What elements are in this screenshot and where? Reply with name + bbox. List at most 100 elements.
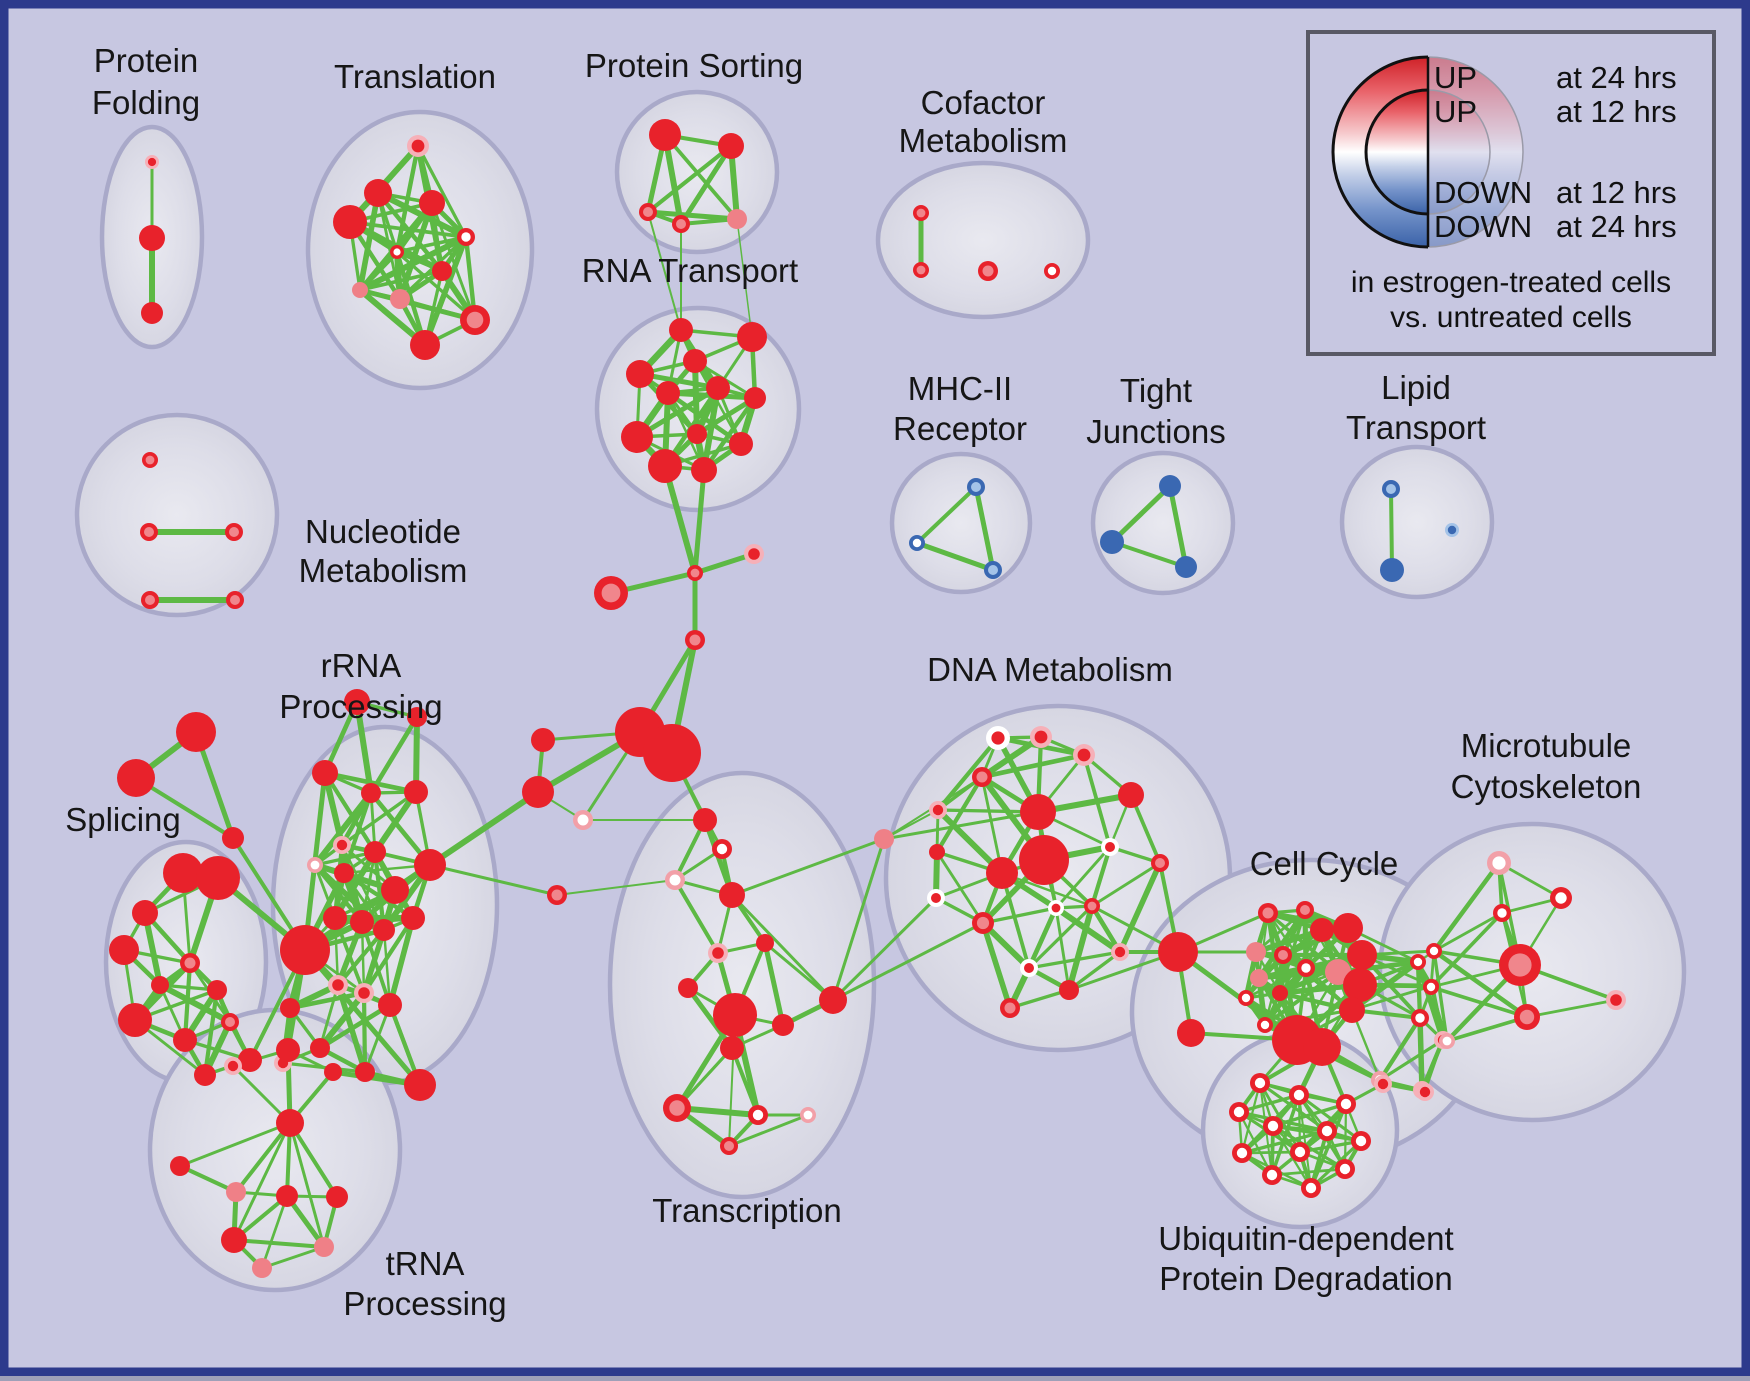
gene-node[interactable] (913, 262, 929, 278)
gene-node[interactable] (226, 591, 244, 609)
gene-node[interactable] (333, 836, 351, 854)
gene-node[interactable] (648, 449, 682, 483)
gene-node[interactable] (713, 993, 757, 1037)
gene-node[interactable] (364, 179, 392, 207)
gene-node[interactable] (151, 976, 169, 994)
gene-node[interactable] (141, 302, 163, 324)
gene-node[interactable] (1257, 1017, 1273, 1033)
gene-node[interactable] (720, 1036, 744, 1060)
gene-node[interactable] (800, 1107, 816, 1123)
gene-node[interactable] (719, 882, 745, 908)
gene-node[interactable] (314, 1237, 334, 1257)
gene-node[interactable] (280, 925, 330, 975)
gene-node[interactable] (410, 330, 440, 360)
gene-node[interactable] (1382, 480, 1400, 498)
gene-node[interactable] (1333, 913, 1363, 943)
gene-node[interactable] (117, 759, 155, 797)
gene-node[interactable] (1100, 530, 1124, 554)
gene-node[interactable] (1423, 979, 1439, 995)
gene-node[interactable] (748, 1105, 768, 1125)
gene-node[interactable] (141, 591, 159, 609)
gene-node[interactable] (744, 544, 764, 564)
gene-node[interactable] (333, 205, 367, 239)
gene-node[interactable] (390, 289, 410, 309)
gene-node[interactable] (1232, 1143, 1252, 1163)
gene-node[interactable] (221, 1013, 239, 1031)
gene-node[interactable] (401, 906, 425, 930)
gene-node[interactable] (344, 689, 370, 715)
gene-node[interactable] (727, 209, 747, 229)
gene-node[interactable] (531, 728, 555, 752)
gene-node[interactable] (173, 1028, 197, 1052)
gene-node[interactable] (929, 844, 945, 860)
gene-node[interactable] (1487, 851, 1511, 875)
gene-node[interactable] (132, 900, 158, 926)
gene-node[interactable] (326, 1186, 348, 1208)
gene-node[interactable] (140, 523, 158, 541)
gene-node[interactable] (594, 576, 628, 610)
gene-node[interactable] (708, 943, 728, 963)
gene-node[interactable] (222, 827, 244, 849)
gene-node[interactable] (522, 776, 554, 808)
gene-node[interactable] (1416, 1083, 1434, 1101)
gene-node[interactable] (196, 856, 240, 900)
gene-node[interactable] (1118, 782, 1144, 808)
gene-node[interactable] (404, 780, 428, 804)
gene-node[interactable] (1000, 998, 1020, 1018)
gene-node[interactable] (909, 535, 925, 551)
gene-node[interactable] (1339, 997, 1365, 1023)
gene-node[interactable] (1374, 1075, 1392, 1093)
gene-node[interactable] (1019, 835, 1069, 885)
gene-node[interactable] (639, 203, 657, 221)
gene-node[interactable] (404, 1069, 436, 1101)
gene-node[interactable] (432, 261, 452, 281)
gene-node[interactable] (737, 322, 767, 352)
gene-node[interactable] (221, 1227, 247, 1253)
gene-node[interactable] (712, 839, 732, 859)
gene-node[interactable] (1289, 1085, 1309, 1105)
gene-node[interactable] (364, 841, 386, 863)
gene-node[interactable] (1084, 898, 1100, 914)
gene-node[interactable] (819, 986, 847, 1014)
gene-node[interactable] (170, 1156, 190, 1176)
gene-node[interactable] (1499, 944, 1541, 986)
gene-node[interactable] (693, 808, 717, 832)
gene-node[interactable] (1030, 726, 1052, 748)
gene-node[interactable] (772, 1014, 794, 1036)
gene-node[interactable] (986, 857, 1018, 889)
gene-node[interactable] (1274, 946, 1292, 964)
gene-node[interactable] (407, 707, 427, 727)
gene-node[interactable] (109, 935, 139, 965)
gene-node[interactable] (276, 1038, 300, 1062)
gene-node[interactable] (180, 953, 200, 973)
gene-node[interactable] (163, 853, 203, 893)
gene-node[interactable] (390, 245, 404, 259)
gene-node[interactable] (1296, 901, 1314, 919)
gene-node[interactable] (1258, 903, 1278, 923)
gene-node[interactable] (280, 998, 300, 1018)
gene-node[interactable] (1343, 968, 1377, 1002)
gene-node[interactable] (238, 1048, 262, 1072)
gene-node[interactable] (1493, 904, 1511, 922)
gene-node[interactable] (252, 1258, 272, 1278)
gene-node[interactable] (407, 135, 429, 157)
gene-node[interactable] (460, 305, 490, 335)
gene-node[interactable] (1020, 959, 1038, 977)
gene-node[interactable] (1262, 1165, 1282, 1185)
gene-node[interactable] (1263, 1116, 1283, 1136)
gene-node[interactable] (381, 876, 409, 904)
gene-node[interactable] (310, 1038, 330, 1058)
gene-node[interactable] (1246, 942, 1266, 962)
gene-node[interactable] (626, 360, 654, 388)
gene-node[interactable] (1411, 1009, 1429, 1027)
gene-node[interactable] (1317, 1121, 1337, 1141)
gene-node[interactable] (683, 349, 707, 373)
gene-node[interactable] (1351, 1131, 1371, 1151)
gene-node[interactable] (691, 457, 717, 483)
gene-node[interactable] (649, 119, 681, 151)
gene-node[interactable] (226, 1182, 246, 1202)
gene-node[interactable] (1297, 959, 1315, 977)
gene-node[interactable] (718, 133, 744, 159)
gene-node[interactable] (1439, 1033, 1455, 1049)
gene-node[interactable] (361, 783, 381, 803)
